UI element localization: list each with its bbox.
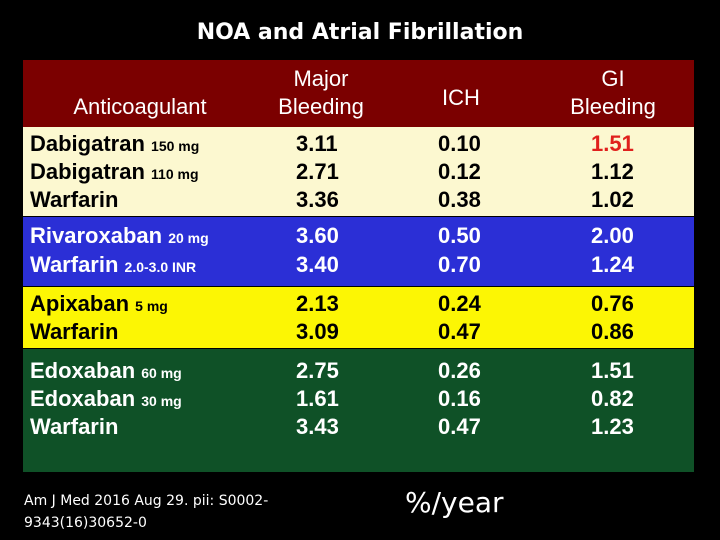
major-bleeding-value: 2.71 — [296, 159, 339, 184]
drug-name: Dabigatran — [30, 159, 145, 184]
drug-name: Apixaban — [30, 291, 130, 316]
group-dabigatran: Dabigatran 150 mg 3.11 0.10 1.51 Dabigat… — [23, 127, 694, 216]
gi-bleeding-value: 0.82 — [591, 386, 634, 411]
major-bleeding-value: 3.09 — [296, 319, 339, 344]
gi-bleeding-value: 1.02 — [591, 187, 634, 212]
ich-value: 0.12 — [438, 159, 481, 184]
drug-name: Edoxaban — [30, 358, 136, 383]
ich-value: 0.10 — [438, 131, 481, 156]
ich-value: 0.47 — [438, 414, 481, 439]
drug-dose: 60 mg — [141, 365, 182, 381]
drug-name: Warfarin — [30, 252, 119, 277]
major-bleeding-value: 2.13 — [296, 291, 339, 316]
gi-bleeding-value: 1.23 — [591, 414, 634, 439]
drug-name: Warfarin — [30, 414, 119, 439]
table-row: Dabigatran 150 mg 3.11 0.10 1.51 — [23, 129, 694, 159]
gi-bleeding-value: 2.00 — [591, 223, 634, 248]
table-row: Warfarin 3.36 0.38 1.02 — [23, 185, 694, 215]
table-row: Warfarin 3.09 0.47 0.86 — [23, 317, 694, 347]
citation: Am J Med 2016 Aug 29. pii: S0002- 9343(1… — [24, 490, 324, 534]
group-edoxaban: Edoxaban 60 mg 2.75 0.26 1.51 Edoxaban 3… — [23, 349, 694, 472]
major-bleeding-value: 1.61 — [296, 386, 339, 411]
ich-value: 0.16 — [438, 386, 481, 411]
gi-bleeding-value-highlight: 1.51 — [591, 131, 634, 156]
header-major-bleeding-line1: Major — [293, 66, 349, 91]
drug-dose: 110 mg — [151, 166, 199, 182]
major-bleeding-value: 3.11 — [296, 131, 338, 156]
header-major-bleeding-line2: Bleeding — [278, 94, 364, 119]
drug-dose: 2.0-3.0 INR — [124, 259, 197, 275]
header-gi-bleeding-line2: Bleeding — [570, 94, 656, 119]
header-ich: ICH — [442, 85, 480, 110]
major-bleeding-value: 3.36 — [296, 187, 339, 212]
citation-line2: 9343(16)30652-0 — [24, 515, 147, 531]
slide-title: NOA and Atrial Fibrillation — [196, 20, 524, 45]
ich-value: 0.24 — [438, 291, 481, 316]
table-row: Edoxaban 30 mg 1.61 0.16 0.82 — [23, 384, 694, 414]
unit-label: %/year — [405, 486, 504, 519]
table-row: Warfarin 2.0-3.0 INR 3.40 0.70 1.24 — [23, 250, 694, 280]
bleeding-rates-table: Anticoagulant Major Bleeding ICH GI Blee… — [23, 60, 694, 472]
major-bleeding-value: 3.43 — [296, 414, 339, 439]
gi-bleeding-value: 0.76 — [591, 291, 634, 316]
table-row: Rivaroxaban 20 mg 3.60 0.50 2.00 — [23, 221, 694, 251]
gi-bleeding-value: 1.12 — [591, 159, 634, 184]
drug-dose: 30 mg — [141, 393, 182, 409]
drug-name: Edoxaban — [30, 386, 136, 411]
drug-dose: 20 mg — [168, 230, 209, 246]
group-apixaban: Apixaban 5 mg 2.13 0.24 0.76 Warfarin 3.… — [23, 287, 694, 348]
drug-name: Dabigatran — [30, 131, 145, 156]
ich-value: 0.38 — [438, 187, 481, 212]
drug-name: Warfarin — [30, 319, 119, 344]
major-bleeding-value: 3.60 — [296, 223, 339, 248]
major-bleeding-value: 3.40 — [296, 252, 339, 277]
drug-name: Warfarin — [30, 187, 119, 212]
drug-dose: 5 mg — [135, 298, 168, 314]
table-header: Anticoagulant Major Bleeding ICH GI Blee… — [23, 60, 694, 127]
ich-value: 0.50 — [438, 223, 481, 248]
table-row: Apixaban 5 mg 2.13 0.24 0.76 — [23, 289, 694, 319]
gi-bleeding-value: 1.51 — [591, 358, 634, 383]
citation-line1: Am J Med 2016 Aug 29. pii: S0002- — [24, 493, 269, 509]
group-rivaroxaban: Rivaroxaban 20 mg 3.60 0.50 2.00 Warfari… — [23, 217, 694, 286]
header-gi-bleeding-line1: GI — [601, 66, 625, 91]
table-row: Dabigatran 110 mg 2.71 0.12 1.12 — [23, 157, 694, 187]
ich-value: 0.70 — [438, 252, 481, 277]
header-anticoagulant: Anticoagulant — [73, 94, 207, 119]
table-row: Warfarin 3.43 0.47 1.23 — [23, 412, 694, 442]
major-bleeding-value: 2.75 — [296, 358, 339, 383]
table-row: Edoxaban 60 mg 2.75 0.26 1.51 — [23, 356, 694, 386]
drug-name: Rivaroxaban — [30, 223, 163, 248]
gi-bleeding-value: 1.24 — [591, 252, 634, 277]
drug-dose: 150 mg — [151, 138, 200, 154]
ich-value: 0.47 — [438, 319, 481, 344]
ich-value: 0.26 — [438, 358, 481, 383]
gi-bleeding-value: 0.86 — [591, 319, 634, 344]
